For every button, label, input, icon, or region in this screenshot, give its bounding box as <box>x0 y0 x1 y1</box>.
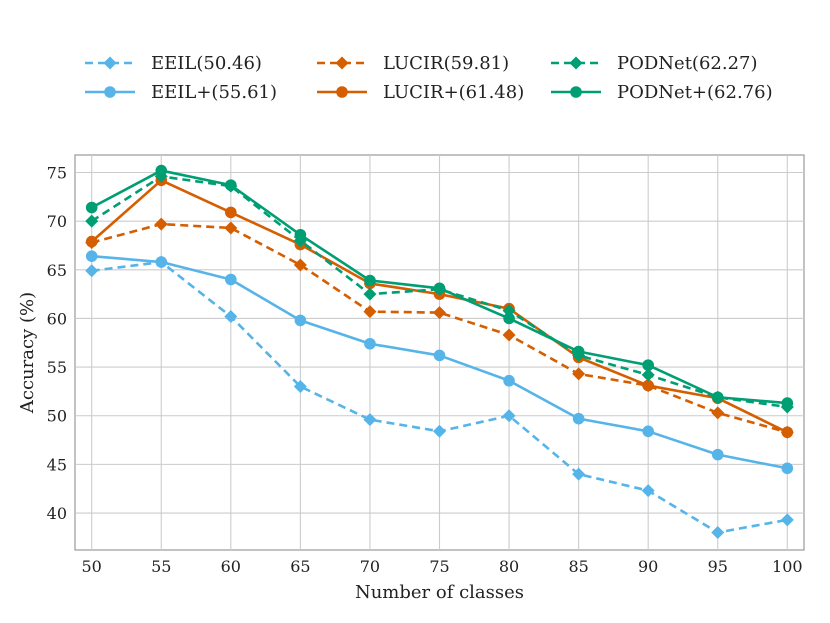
x-axis-label: Number of classes <box>355 582 524 603</box>
legend-label: PODNet+(62.76) <box>617 82 773 103</box>
data-point <box>641 368 655 382</box>
legend: EEIL(50.46) LUCIR(59.81) PODNet(62.27) EEIL… <box>85 53 773 103</box>
x-tick-label: 55 <box>151 557 171 576</box>
y-tick-label: 70 <box>47 212 67 231</box>
data-point <box>572 345 585 358</box>
legend-item: PODNet+(62.76) <box>551 82 773 103</box>
data-point <box>780 513 794 527</box>
data-point <box>225 179 237 191</box>
y-tick-label: 60 <box>47 309 67 328</box>
data-point <box>85 201 98 214</box>
data-point <box>293 258 307 272</box>
data-point <box>433 306 446 320</box>
legend-marker <box>336 86 348 98</box>
data-point <box>711 525 725 539</box>
y-tick-label: 50 <box>47 407 67 426</box>
legend-label: PODNet(62.27) <box>617 53 758 74</box>
y-tick-label: 40 <box>47 504 67 523</box>
y-axis-ticks: 40 45 50 55 60 65 70 75 <box>47 164 67 524</box>
data-point <box>711 406 725 420</box>
series-line <box>90 175 788 409</box>
y-tick-label: 45 <box>47 455 67 474</box>
data-point <box>294 228 307 241</box>
legend-item: PODNet(62.27) <box>551 53 758 74</box>
data-point <box>642 359 654 371</box>
data-point <box>503 374 515 387</box>
x-axis-ticks: 50 55 60 65 70 75 80 85 90 95 100 <box>82 557 803 576</box>
x-tick-label: 85 <box>568 557 588 576</box>
y-tick-label: 75 <box>47 164 67 183</box>
data-point <box>224 221 238 235</box>
legend-item: LUCIR+(61.48) <box>317 82 524 103</box>
data-point <box>85 250 98 262</box>
legend-marker <box>335 56 349 70</box>
legend-marker <box>570 86 582 98</box>
legend-item: EEIL(50.46) <box>85 53 262 74</box>
y-axis-label: Accuracy (%) <box>17 292 38 414</box>
data-point <box>711 391 724 404</box>
legend-label: EEIL(50.46) <box>151 53 262 74</box>
data-point <box>85 264 99 278</box>
data-point <box>155 256 168 268</box>
legend-label: LUCIR+(61.48) <box>383 82 524 103</box>
series-1 <box>85 250 794 475</box>
legend-label: EEIL+(55.61) <box>151 82 277 103</box>
data-point <box>781 462 794 475</box>
data-point <box>294 314 307 327</box>
data-point <box>711 448 724 461</box>
data-point <box>433 349 446 362</box>
data-point <box>293 380 307 394</box>
data-point <box>502 328 516 342</box>
y-tick-label: 55 <box>47 358 67 377</box>
data-point <box>502 409 516 423</box>
data-point <box>641 484 655 498</box>
y-tick-label: 65 <box>47 261 67 280</box>
legend-marker <box>104 86 116 98</box>
data-point <box>225 273 237 286</box>
x-tick-label: 70 <box>360 557 380 576</box>
x-tick-label: 95 <box>708 557 728 576</box>
x-tick-label: 60 <box>221 557 241 576</box>
x-tick-label: 50 <box>82 557 102 576</box>
data-point <box>781 426 794 439</box>
data-point <box>363 413 377 427</box>
x-tick-label: 80 <box>499 557 519 576</box>
legend-marker <box>569 56 583 70</box>
data-point <box>642 425 654 438</box>
data-point <box>363 305 377 319</box>
legend-item: LUCIR(59.81) <box>317 53 509 74</box>
x-tick-label: 75 <box>429 557 449 576</box>
data-point <box>572 412 585 425</box>
data-point <box>85 214 99 228</box>
data-point <box>363 287 377 301</box>
data-point <box>503 312 515 325</box>
series-layer <box>85 164 794 539</box>
x-tick-label: 100 <box>772 557 803 576</box>
data-point <box>225 206 237 219</box>
data-point <box>224 310 238 324</box>
legend-label: LUCIR(59.81) <box>383 53 509 74</box>
data-point <box>781 397 794 409</box>
data-point <box>85 235 98 248</box>
legend-item: EEIL+(55.61) <box>85 82 277 103</box>
series-5 <box>85 164 794 409</box>
x-tick-label: 65 <box>290 557 310 576</box>
data-point <box>364 337 376 350</box>
data-point <box>154 217 168 231</box>
x-tick-label: 90 <box>638 557 658 576</box>
data-point <box>572 367 586 381</box>
series-line <box>91 222 788 434</box>
data-point <box>364 274 376 287</box>
data-point <box>433 424 446 438</box>
data-point <box>155 164 168 177</box>
data-point <box>433 282 446 295</box>
legend-marker <box>103 56 117 70</box>
data-point <box>642 379 654 392</box>
data-point <box>572 467 586 481</box>
